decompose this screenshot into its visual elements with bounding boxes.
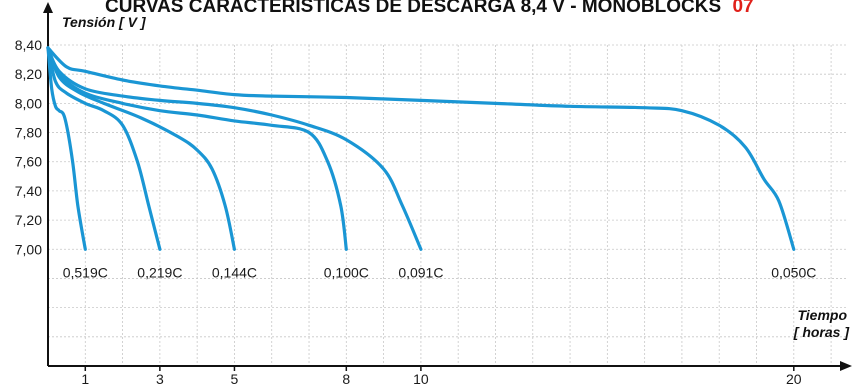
x-axis-title-line2: [ horas ] [793,324,851,340]
series-label: 0,144C [212,264,257,280]
x-axis-arrow [840,361,852,371]
chart-title: CURVAS CARACTERISTICAS DE DESCARGA 8,4 V… [105,0,754,17]
labels: 7,00 7,20 7,40 7,60 7,80 8,00 8,20 8,40 1 3 5 8 10 20… [15,37,817,387]
y-axis-arrow [43,2,53,13]
y-tick-label: 8,00 [15,95,42,111]
discharge-curves [46,46,796,251]
x-tick-label: 5 [231,371,239,387]
x-tick-label: 1 [81,371,89,387]
series-label: 0,100C [324,264,369,280]
series-line [46,46,348,251]
series-line [46,46,423,251]
series-line [46,46,796,251]
series-line [46,46,162,251]
x-tick-label: 20 [786,371,802,387]
series-label: 0,519C [63,264,108,280]
series-line [46,46,87,251]
series-label: 0,050C [771,264,816,280]
x-tick-label: 8 [342,371,350,387]
series-label: 0,219C [137,264,182,280]
chart-title-main: CURVAS CARACTERISTICAS DE DESCARGA 8,4 V… [105,0,721,17]
y-tick-label: 7,00 [15,241,42,257]
chart-title-accent: 07 [732,0,753,17]
x-tick-label: 3 [156,371,164,387]
series-label: 0,091C [398,264,443,280]
x-tick-label: 10 [413,371,429,387]
y-axis-title: Tensión [ V ] [62,14,147,30]
y-tick-label: 7,60 [15,154,42,170]
x-axis-title-line1: Tiempo [797,307,847,323]
y-tick-label: 7,20 [15,212,42,228]
series-line [46,46,236,251]
y-tick-label: 7,80 [15,125,42,141]
y-tick-label: 8,20 [15,66,42,82]
y-tick-label: 7,40 [15,183,42,199]
grid [48,44,846,366]
y-tick-label: 8,40 [15,37,42,53]
axes [43,2,852,371]
